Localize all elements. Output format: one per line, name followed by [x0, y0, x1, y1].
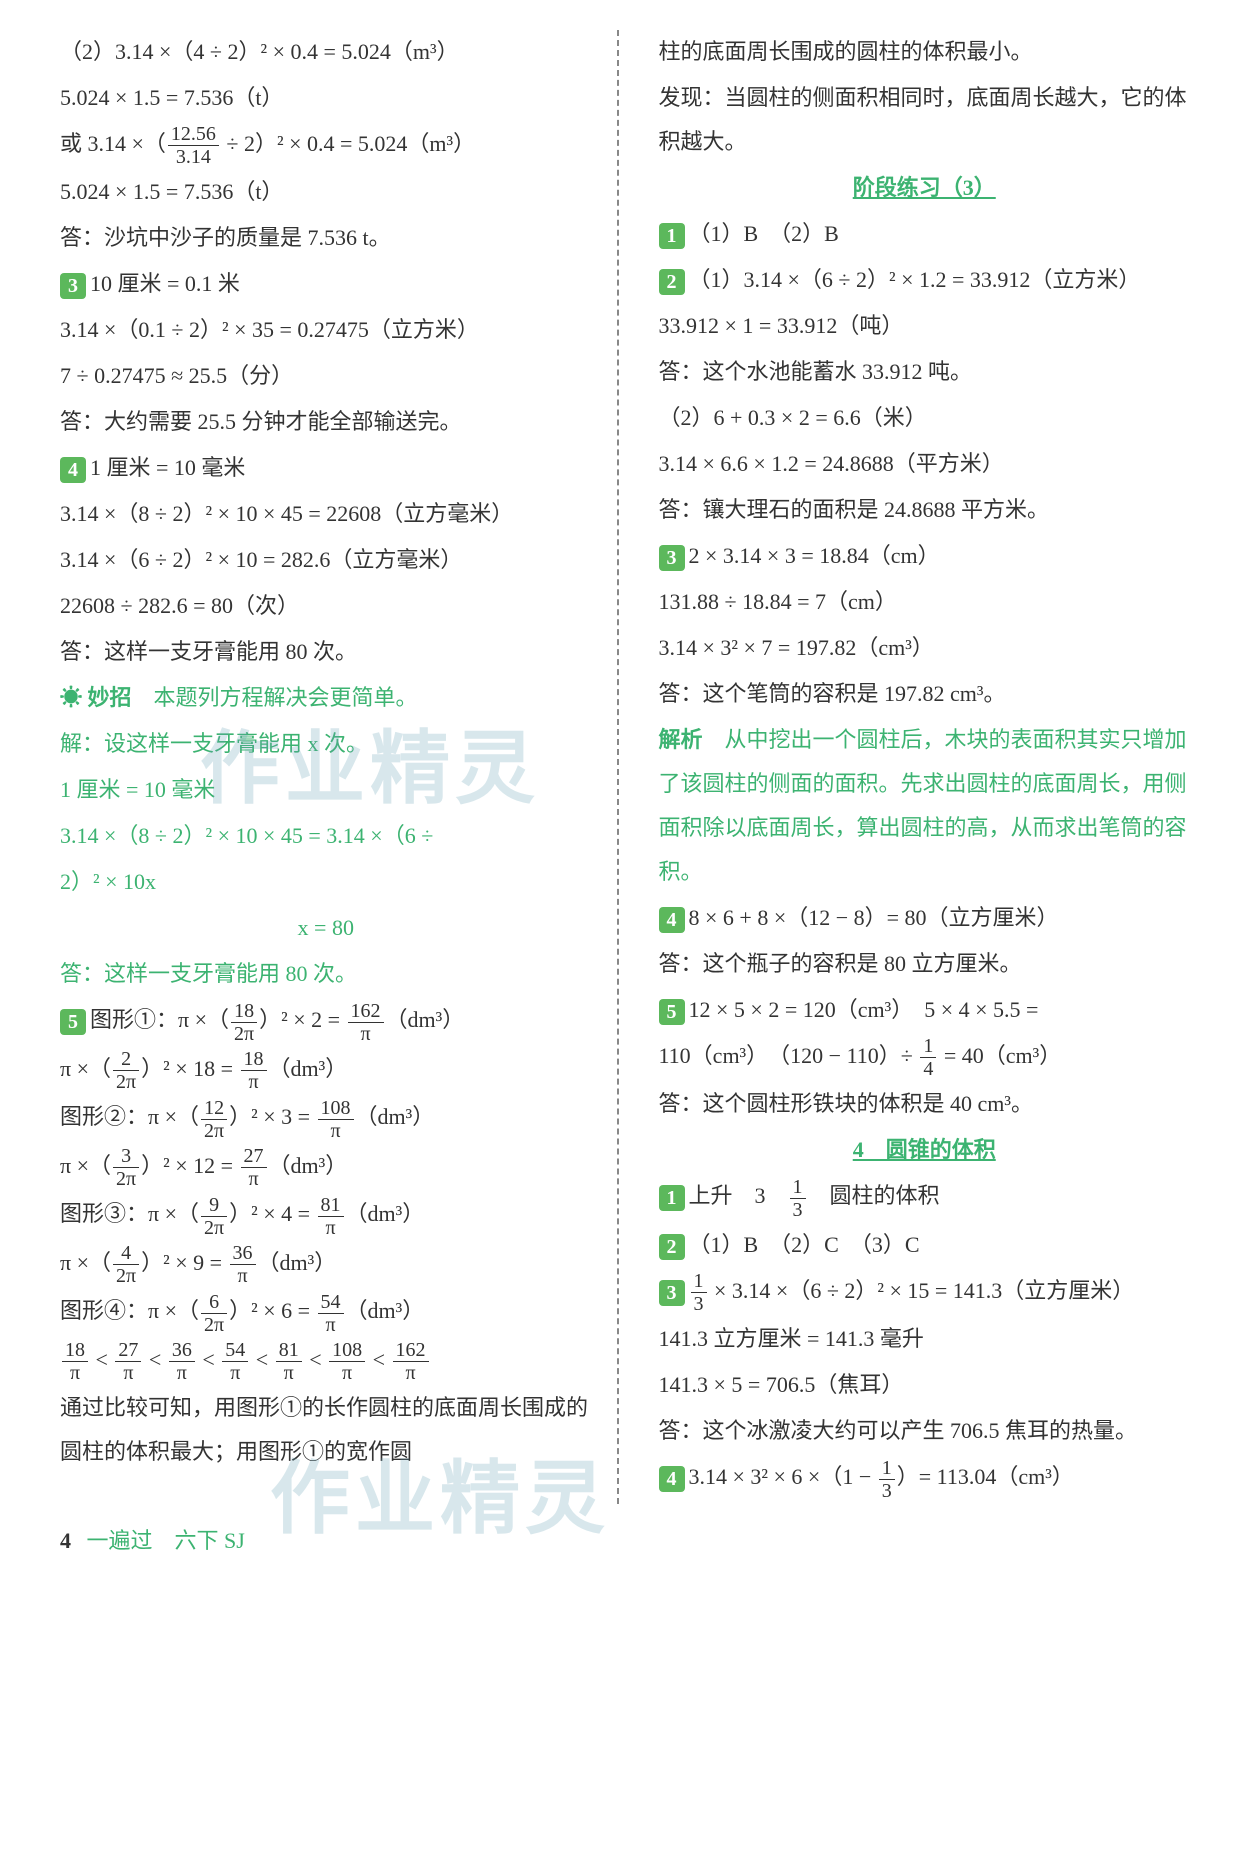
solution-line: 2）² × 10x: [60, 860, 592, 904]
text-line: 图形②：π ×（122π）² × 3 = 108π（dm³）: [60, 1095, 592, 1141]
text-line: 答：大约需要 25.5 分钟才能全部输送完。: [60, 400, 592, 444]
problem-badge: 5: [659, 999, 685, 1025]
text-line: π ×（22π）² × 18 = 18π（dm³）: [60, 1047, 592, 1093]
text-line: 141.3 立方厘米 = 141.3 毫升: [659, 1317, 1191, 1361]
text-line: 2（1）3.14 ×（6 ÷ 2）² × 1.2 = 33.912（立方米）: [659, 258, 1191, 302]
text-line: 答：这样一支牙膏能用 80 次。: [60, 630, 592, 674]
text-line: 图形③：π ×（92π）² × 4 = 81π（dm³）: [60, 1192, 592, 1238]
text-line: π ×（42π）² × 9 = 36π（dm³）: [60, 1241, 592, 1287]
problem-badge: 4: [659, 1466, 685, 1492]
section-title: 4 圆锥的体积: [659, 1128, 1191, 1172]
solution-line: 解：设这样一支牙膏能用 x 次。: [60, 722, 592, 766]
text-line: 发现：当圆柱的侧面积相同时，底面周长越大，它的体积越大。: [659, 76, 1191, 164]
text-line: 43.14 × 3² × 6 ×（1 − 13）= 113.04（cm³）: [659, 1455, 1191, 1501]
text-line: 答：这个笔筒的容积是 197.82 cm³。: [659, 672, 1191, 716]
tip-line: ☀ 妙招 本题列方程解决会更简单。: [60, 676, 592, 720]
left-column: （2）3.14 ×（4 ÷ 2）² × 0.4 = 5.024（m³） 5.02…: [60, 30, 619, 1504]
text-line: 答：镶大理石的面积是 24.8688 平方米。: [659, 488, 1191, 532]
text-line: 5图形①：π ×（182π）² × 2 = 162π（dm³）: [60, 998, 592, 1044]
book-name: 一遍过 六下 SJ: [87, 1528, 245, 1553]
text-line: 3.14 ×（6 ÷ 2）² × 10 = 282.6（立方毫米）: [60, 538, 592, 582]
problem-badge: 2: [659, 1234, 685, 1260]
text-line: 图形④：π ×（62π）² × 6 = 54π（dm³）: [60, 1289, 592, 1335]
comparison-line: 18π < 27π < 36π < 54π < 81π < 108π < 162…: [60, 1338, 592, 1384]
text-line: 33.912 × 1 = 33.912（吨）: [659, 304, 1191, 348]
analysis-line: 解析 从中挖出一个圆柱后，木块的表面积其实只增加了该圆柱的侧面的面积。先求出圆柱…: [659, 718, 1191, 894]
text-line: 141.3 × 5 = 706.5（焦耳）: [659, 1363, 1191, 1407]
text-line: 柱的底面周长围成的圆柱的体积最小。: [659, 30, 1191, 74]
conclusion-line: 通过比较可知，用图形①的长作圆柱的底面周长围成的圆柱的体积最大；用图形①的宽作圆: [60, 1386, 592, 1474]
page-container: （2）3.14 ×（4 ÷ 2）² × 0.4 = 5.024（m³） 5.02…: [60, 30, 1190, 1504]
text-line: 3.14 ×（8 ÷ 2）² × 10 × 45 = 22608（立方毫米）: [60, 492, 592, 536]
solution-line: x = 80: [60, 906, 592, 950]
text-line: 7 ÷ 0.27475 ≈ 25.5（分）: [60, 354, 592, 398]
solution-line: 3.14 ×（8 ÷ 2）² × 10 × 45 = 3.14 ×（6 ÷: [60, 814, 592, 858]
text-line: 313 × 3.14 ×（6 ÷ 2）² × 15 = 141.3（立方厘米）: [659, 1269, 1191, 1315]
text-line: 3.14 × 6.6 × 1.2 = 24.8688（平方米）: [659, 442, 1191, 486]
text-line: 答：这个水池能蓄水 33.912 吨。: [659, 350, 1191, 394]
text-line: 答：这个瓶子的容积是 80 立方厘米。: [659, 942, 1191, 986]
text-line: 1（1）B （2）B: [659, 212, 1191, 256]
text-line: 310 厘米 = 0.1 米: [60, 262, 592, 306]
solution-line: 1 厘米 = 10 毫米: [60, 768, 592, 812]
solution-line: 答：这样一支牙膏能用 80 次。: [60, 952, 592, 996]
text-line: 41 厘米 = 10 毫米: [60, 446, 592, 490]
text-line: 5.024 × 1.5 = 7.536（t）: [60, 76, 592, 120]
text-line: （2）6 + 0.3 × 2 = 6.6（米）: [659, 396, 1191, 440]
page-number: 4: [60, 1528, 71, 1553]
problem-badge: 3: [659, 1280, 685, 1306]
problem-badge: 4: [60, 457, 86, 483]
text-line: 2（1）B （2）C （3）C: [659, 1223, 1191, 1267]
text-line: 22608 ÷ 282.6 = 80（次）: [60, 584, 592, 628]
problem-badge: 3: [60, 273, 86, 299]
page-footer: 4 一遍过 六下 SJ: [60, 1519, 1190, 1563]
problem-badge: 2: [659, 269, 685, 295]
text-line: 512 × 5 × 2 = 120（cm³） 5 × 4 × 5.5 =: [659, 988, 1191, 1032]
text-line: （2）3.14 ×（4 ÷ 2）² × 0.4 = 5.024（m³）: [60, 30, 592, 74]
text-line: 3.14 × 3² × 7 = 197.82（cm³）: [659, 626, 1191, 670]
right-column: 柱的底面周长围成的圆柱的体积最小。 发现：当圆柱的侧面积相同时，底面周长越大，它…: [649, 30, 1191, 1504]
text-line: 答：这个冰激凌大约可以产生 706.5 焦耳的热量。: [659, 1409, 1191, 1453]
text-line: 110（cm³） （120 − 110）÷ 14 = 40（cm³）: [659, 1034, 1191, 1080]
text-line: 1上升 3 13 圆柱的体积: [659, 1174, 1191, 1220]
text-line: π ×（32π）² × 12 = 27π（dm³）: [60, 1144, 592, 1190]
text-line: 131.88 ÷ 18.84 = 7（cm）: [659, 580, 1191, 624]
text-line: 答：这个圆柱形铁块的体积是 40 cm³。: [659, 1082, 1191, 1126]
text-line: 5.024 × 1.5 = 7.536（t）: [60, 170, 592, 214]
text-line: 或 3.14 ×（12.563.14 ÷ 2）² × 0.4 = 5.024（m…: [60, 122, 592, 168]
problem-badge: 1: [659, 223, 685, 249]
text-line: 3.14 ×（0.1 ÷ 2）² × 35 = 0.27475（立方米）: [60, 308, 592, 352]
problem-badge: 4: [659, 907, 685, 933]
text-line: 答：沙坑中沙子的质量是 7.536 t。: [60, 216, 592, 260]
problem-badge: 1: [659, 1185, 685, 1211]
text-line: 48 × 6 + 8 ×（12 − 8）= 80（立方厘米）: [659, 896, 1191, 940]
text-line: 32 × 3.14 × 3 = 18.84（cm）: [659, 534, 1191, 578]
problem-badge: 5: [60, 1009, 86, 1035]
section-title: 阶段练习（3）: [659, 166, 1191, 210]
problem-badge: 3: [659, 545, 685, 571]
